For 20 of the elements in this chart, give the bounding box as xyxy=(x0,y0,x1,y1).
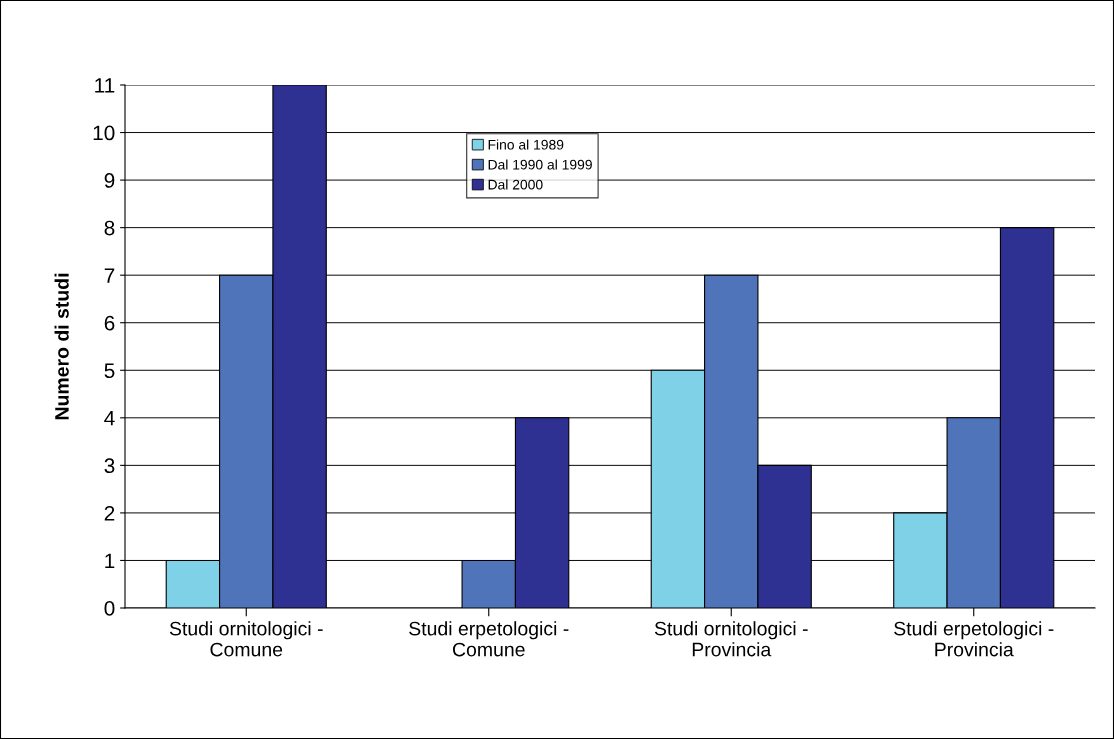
y-tick-label: 7 xyxy=(104,268,115,283)
y-tick-label: 6 xyxy=(104,315,115,331)
y-tick-label: 0 xyxy=(104,601,115,616)
y-tick-label: 9 xyxy=(104,173,115,188)
y-tick-label: 5 xyxy=(104,363,115,379)
y-axis-title: Numero di studi xyxy=(54,273,69,420)
legend-label: Fino al 1989 xyxy=(488,139,564,150)
x-tick-label: Studi ornitologici - Provincia xyxy=(654,621,808,657)
legend-label: Dal 2000 xyxy=(488,179,543,190)
y-tick-label: 8 xyxy=(104,220,115,236)
y-tick-label: 4 xyxy=(104,411,115,426)
y-tick-label: 2 xyxy=(104,505,115,521)
y-tick-label: 1 xyxy=(105,553,115,568)
x-tick-label: Studi erpetologici - Provincia xyxy=(894,621,1054,657)
x-tick-label: Studi ornitologici - Comune xyxy=(169,621,323,657)
y-tick-label: 3 xyxy=(104,458,115,474)
y-tick-label: 11 xyxy=(95,78,115,93)
x-tick-label: Studi erpetologici - Comune xyxy=(409,621,569,657)
y-tick-label: 10 xyxy=(93,125,115,141)
legend-label: Dal 1990 al 1999 xyxy=(488,159,592,170)
